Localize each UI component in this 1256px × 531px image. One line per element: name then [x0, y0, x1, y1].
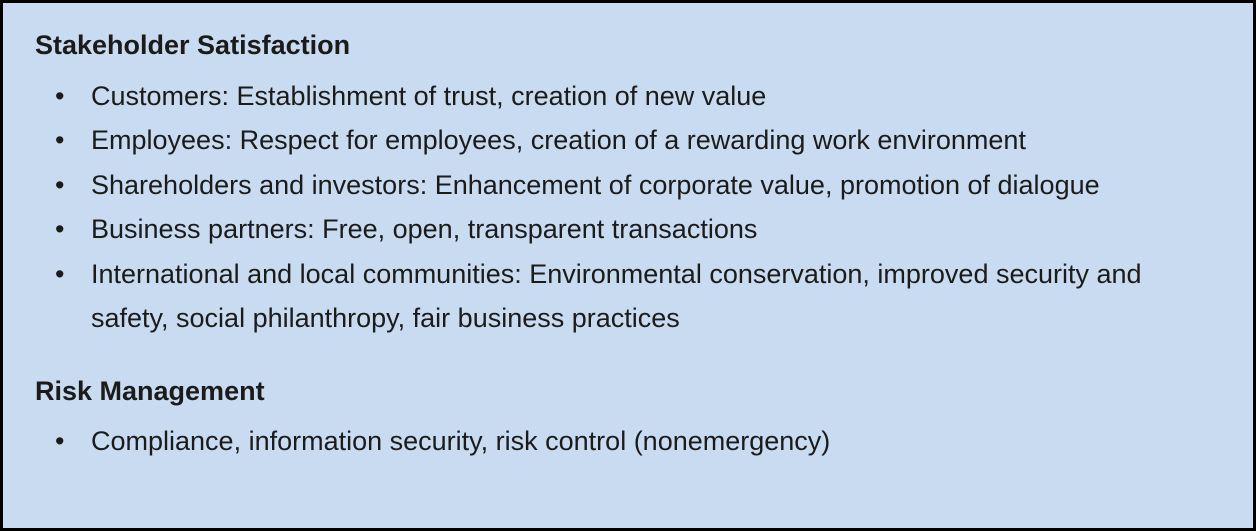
- list-item: Compliance, information security, risk c…: [75, 419, 1221, 464]
- risk-list: Compliance, information security, risk c…: [35, 419, 1221, 464]
- list-item: Customers: Establishment of trust, creat…: [75, 74, 1221, 119]
- list-item: Shareholders and investors: Enhancement …: [75, 163, 1221, 208]
- section-title-stakeholder: Stakeholder Satisfaction: [35, 23, 1221, 68]
- list-item: Business partners: Free, open, transpare…: [75, 207, 1221, 252]
- list-item: Employees: Respect for employees, creati…: [75, 118, 1221, 163]
- info-panel: Stakeholder Satisfaction Customers: Esta…: [0, 0, 1256, 531]
- section-title-risk: Risk Management: [35, 369, 1221, 414]
- stakeholder-list: Customers: Establishment of trust, creat…: [35, 74, 1221, 341]
- list-item: International and local communities: Env…: [75, 252, 1221, 341]
